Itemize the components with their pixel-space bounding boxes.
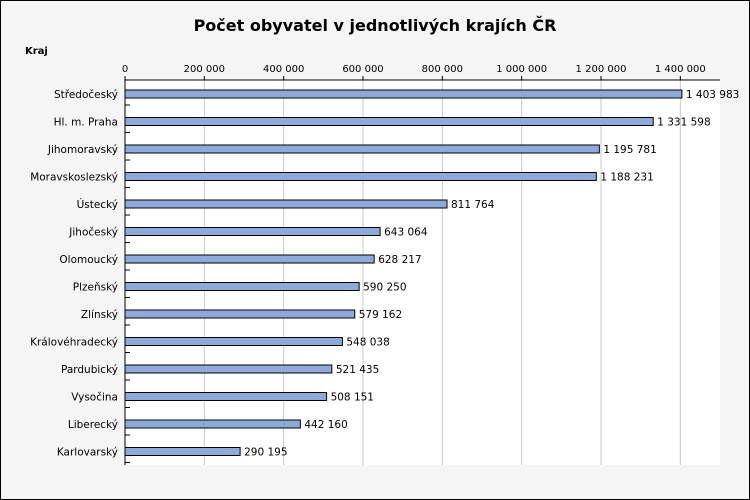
category-label: Plzeňský xyxy=(73,282,118,294)
x-tick-label: 1 400 000 xyxy=(655,64,706,75)
plot-area xyxy=(125,80,720,465)
data-labels: 1 403 983 1 331 598 1 195 781 1 188 231 811 … xyxy=(244,89,739,459)
category-label: Jihomoravský xyxy=(47,144,118,156)
data-label: 590 250 xyxy=(363,282,406,294)
category-label: Ústecký xyxy=(77,198,118,211)
data-label: 1 403 983 xyxy=(686,89,739,101)
data-label: 628 217 xyxy=(378,254,421,266)
data-label: 1 195 781 xyxy=(603,144,656,156)
bars xyxy=(124,89,683,456)
data-label: 811 764 xyxy=(451,199,495,211)
x-tick-label: 200 000 xyxy=(184,64,225,75)
bar xyxy=(124,282,360,291)
x-tick-label: 400 000 xyxy=(263,64,304,75)
bar xyxy=(124,419,301,429)
category-label: Jihočeský xyxy=(68,227,118,239)
data-label: 290 195 xyxy=(244,447,287,459)
bar xyxy=(124,337,343,346)
bar xyxy=(124,117,654,126)
bar xyxy=(124,172,597,181)
x-tick-label: 800 000 xyxy=(422,64,463,75)
data-label: 521 435 xyxy=(336,364,379,376)
category-label: Olomoucký xyxy=(59,254,118,266)
x-axis-ticks: 0 200 000 400 000 600 000 800 000 1 000 000 1 … xyxy=(122,64,706,80)
category-label: Středočeský xyxy=(54,89,118,101)
data-label: 1 188 231 xyxy=(600,172,653,184)
category-label: Hl. m. Praha xyxy=(54,117,118,129)
data-label: 1 331 598 xyxy=(657,117,710,129)
bar xyxy=(124,227,381,236)
bar xyxy=(124,199,448,209)
category-label: Vysočina xyxy=(71,392,118,404)
data-label: 579 162 xyxy=(359,309,402,321)
bar xyxy=(124,392,328,401)
category-label: Pardubický xyxy=(61,364,118,376)
data-label: 643 064 xyxy=(384,227,428,239)
axes xyxy=(124,79,720,465)
x-tick-label: 0 xyxy=(122,64,128,75)
bar xyxy=(124,144,600,154)
bar xyxy=(124,89,683,99)
x-tick-label: 1 000 000 xyxy=(496,64,547,75)
data-label: 508 151 xyxy=(331,392,374,404)
y-axis-title: Kraj xyxy=(25,46,48,57)
data-label: 442 160 xyxy=(304,419,347,431)
x-tick-label: 1 200 000 xyxy=(576,64,627,75)
category-labels: Středočeský Hl. m. Praha Jihomoravský Morav… xyxy=(30,89,118,459)
category-label: Moravskoslezský xyxy=(30,172,118,184)
category-label: Zlínský xyxy=(81,309,118,321)
bar xyxy=(124,447,241,456)
category-label: Královéhradecký xyxy=(30,337,118,349)
chart-title: Počet obyvatel v jednotlivých krajích ČR xyxy=(194,16,557,35)
bar xyxy=(124,309,356,319)
category-label: Karlovarský xyxy=(57,447,118,459)
x-tick-label: 600 000 xyxy=(342,64,383,75)
bar xyxy=(124,254,375,264)
category-label: Liberecký xyxy=(68,419,118,431)
bar xyxy=(124,364,333,374)
data-label: 548 038 xyxy=(346,337,389,349)
